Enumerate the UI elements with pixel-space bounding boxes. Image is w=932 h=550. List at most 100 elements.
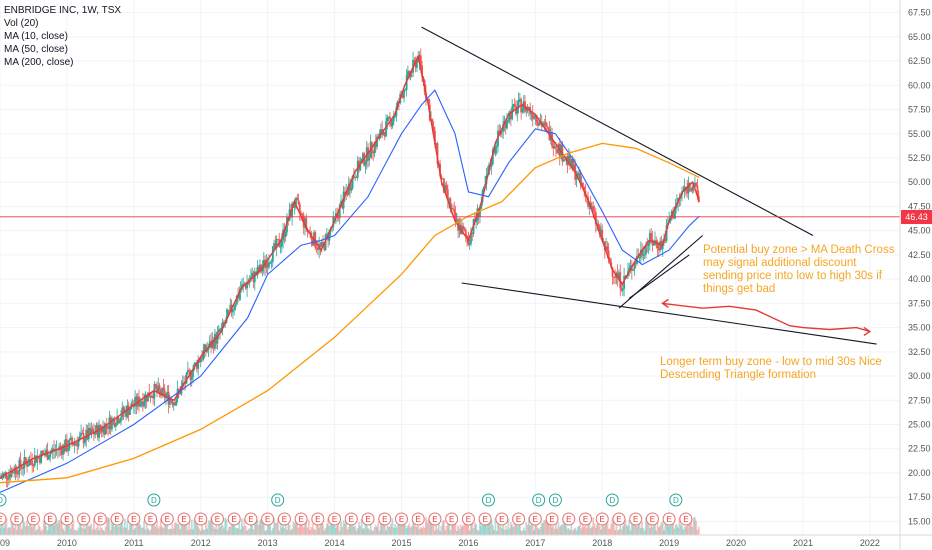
volume-bar: [232, 524, 234, 535]
earnings-marker-label: E: [583, 515, 588, 524]
candle-body: [509, 111, 512, 120]
volume-bar: [606, 519, 609, 535]
volume-bar: [639, 528, 642, 535]
volume-bar: [663, 530, 665, 535]
candle-body: [359, 162, 362, 171]
candle-body: [103, 426, 106, 435]
candle-body: [579, 172, 582, 183]
volume-bar: [93, 518, 95, 535]
volume-bar: [207, 520, 210, 535]
candle-body: [354, 177, 357, 179]
legend-ma200: MA (200, close): [4, 57, 74, 68]
candle-body: [206, 349, 209, 352]
earnings-marker: [244, 512, 258, 526]
volume-bar: [13, 527, 16, 535]
candle-body: [208, 341, 211, 348]
candle-body: [416, 58, 418, 68]
volume-bar: [273, 518, 275, 535]
candle-body: [657, 248, 660, 251]
volume-bar: [170, 528, 173, 535]
volume-bar: [257, 525, 260, 535]
volume-bar: [551, 527, 553, 535]
earnings-marker: [679, 512, 693, 526]
volume-bar: [665, 523, 668, 535]
candle-body: [161, 387, 164, 396]
y-tick-label: 42.50: [908, 250, 931, 260]
arrow-head: [661, 298, 669, 308]
volume-bar: [347, 526, 350, 535]
volume-bar: [204, 522, 207, 535]
volume-bar: [132, 529, 135, 535]
candle-body: [543, 122, 546, 126]
candle-body: [445, 185, 448, 190]
earnings-marker: [328, 512, 342, 526]
volume-bar: [436, 528, 439, 535]
candle-body: [417, 58, 420, 62]
candle-body: [390, 119, 393, 127]
candle-body: [99, 425, 102, 430]
earnings-marker: [495, 512, 509, 526]
volume-bar: [135, 521, 138, 535]
earnings-marker: [144, 512, 158, 526]
candle-body: [334, 213, 337, 217]
candle-body: [482, 186, 485, 191]
volume-bar: [624, 519, 627, 535]
volume-bar: [527, 517, 530, 535]
candle-body: [77, 439, 80, 447]
volume-bar: [376, 526, 378, 535]
volume-bar: [477, 530, 480, 535]
volume-bar: [403, 519, 405, 535]
candle-body: [226, 309, 229, 317]
volume-bar: [248, 528, 251, 535]
candle-body: [693, 182, 696, 188]
candle-body: [418, 55, 421, 62]
earnings-marker: [344, 512, 358, 526]
volume-bar: [512, 527, 515, 535]
candle-body: [522, 101, 525, 108]
candle-body: [414, 60, 417, 68]
volume-bar: [645, 517, 647, 535]
candle-body: [647, 243, 650, 246]
volume-bar: [125, 527, 128, 535]
earnings-marker-label: E: [549, 515, 554, 524]
candle-body: [23, 457, 26, 468]
volume-bar: [610, 523, 613, 535]
volume-bar: [111, 517, 113, 535]
volume-bar: [396, 524, 399, 535]
volume-bar: [266, 522, 269, 535]
legend-ma10: MA (10, close): [4, 31, 68, 42]
volume-bar: [552, 525, 555, 535]
earnings-marker: [294, 512, 308, 526]
volume-bar: [597, 519, 600, 535]
candle-body: [516, 108, 519, 114]
earnings-marker: [60, 512, 74, 526]
volume-bar: [395, 527, 398, 535]
volume-bar: [619, 523, 622, 535]
volume-bar: [305, 519, 308, 535]
candle-body: [533, 117, 535, 119]
volume-bar: [473, 522, 476, 535]
candle-body: [293, 205, 296, 208]
x-tick-label: 2017: [525, 538, 545, 548]
volume-bar: [409, 527, 412, 535]
y-tick-label: 20.00: [908, 468, 931, 478]
earnings-marker-label: E: [666, 515, 671, 524]
candle-body: [31, 460, 34, 465]
earnings-marker-label: E: [633, 515, 638, 524]
volume-bar: [328, 525, 331, 535]
candle-body: [578, 172, 580, 174]
earnings-marker: [110, 512, 124, 526]
volume-bar: [269, 523, 272, 535]
volume-bar: [20, 529, 23, 535]
volume-bar: [386, 525, 389, 535]
volume-bar: [574, 527, 577, 535]
volume-bar: [22, 517, 25, 535]
candle-body: [181, 382, 184, 386]
volume-bar: [455, 530, 458, 535]
volume-bar: [201, 525, 203, 535]
chart-legend: ENBRIDGE INC, 1W, TSX Vol (20) MA (10, c…: [4, 4, 121, 69]
candle-body: [672, 211, 674, 219]
volume-bar: [428, 522, 431, 535]
candle-body: [347, 183, 350, 195]
